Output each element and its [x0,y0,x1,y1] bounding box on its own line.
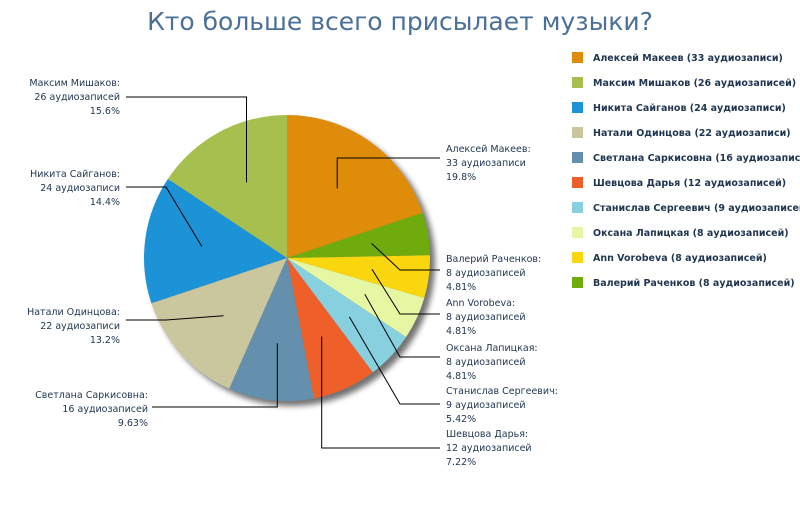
legend-label: Ann Vorobeva (8 аудиозаписей) [593,253,767,264]
leader-line-валерий-раченков [371,243,440,271]
legend-swatch [572,227,583,238]
legend-label: Алексей Макеев (33 аудиозаписи) [593,53,783,64]
chart-title: Кто больше всего присылает музыки? [147,7,653,36]
pie-slice-шевцова-дарья[interactable] [287,258,373,399]
legend-swatch [572,252,583,263]
legend-label: Шевцова Дарья (12 аудиозаписей) [593,178,786,189]
legend-item-шевцова-дарья[interactable]: Шевцова Дарья (12 аудиозаписей) [572,177,786,189]
legend-swatch [572,202,583,213]
leader-line-светлана-саркисовна [152,343,278,408]
legend-label: Валерий Раченков (8 аудиозаписей) [593,278,795,289]
pie-slice-станислав-сергеевич[interactable] [287,258,407,373]
pie-slice-алексей-макеев[interactable] [287,115,423,258]
legend-swatch [572,277,583,288]
legend-swatch [572,77,583,88]
data-label-максим-мишаков: Максим Мишаков: 26 аудиозаписей 15.6% [29,78,120,117]
leader-line-шевцова-дарья [321,336,440,449]
legend-swatch [572,102,583,113]
pie-slice-светлана-саркисовна[interactable] [229,258,314,402]
leader-line-оксана-лапицкая [364,293,440,358]
legend-item-алексей-макеев[interactable]: Алексей Макеев (33 аудиозаписи) [572,52,783,64]
legend-label: Натали Одинцова (22 аудиозаписи) [593,128,791,139]
data-label-никита-сайганов: Никита Сайганов: 24 аудиозаписи 14.4% [30,169,120,208]
legend-label: Светлана Саркисовна (16 аудиозаписей) [593,153,800,164]
legend-item-валерий-раченков[interactable]: Валерий Раченков (8 аудиозаписей) [572,277,795,289]
legend-swatch [572,152,583,163]
data-label-ann-vorobeva: Ann Vorobeva: 8 аудиозаписей 4.81% [446,298,526,337]
legend-swatch [572,52,583,63]
legend-label: Никита Сайганов (24 аудиозаписи) [593,103,786,114]
leader-line-станислав-сергеевич [348,316,440,405]
legend-label: Максим Мишаков (26 аудиозаписей) [593,78,796,89]
legend-item-никита-сайганов[interactable]: Никита Сайганов (24 аудиозаписи) [572,102,786,114]
leader-line-натали-одинцова [126,315,224,321]
pie-slice-натали-одинцова[interactable] [151,258,287,389]
legend-swatch [572,127,583,138]
legend-item-максим-мишаков[interactable]: Максим Мишаков (26 аудиозаписей) [572,77,796,89]
data-label-натали-одинцова: Натали Одинцова: 22 аудиозаписи 13.2% [27,307,120,346]
leader-line-максим-мишаков [126,96,247,183]
data-label-валерий-раченков: Валерий Раченков: 8 аудиозаписей 4.81% [446,254,541,293]
legend-item-станислав-сергеевич[interactable]: Станислав Сергеевич (9 аудиозаписей) [572,202,800,214]
pie-slice-максим-мишаков[interactable] [167,115,287,258]
data-label-шевцова-дарья: Шевцова Дарья: 12 аудиозаписей 7.22% [446,429,532,468]
leader-line-никита-сайганов [126,186,203,247]
leader-line-алексей-макеев [336,157,440,189]
legend-label: Станислав Сергеевич (9 аудиозаписей) [593,203,800,214]
legend-item-ann-vorobeva[interactable]: Ann Vorobeva (8 аудиозаписей) [572,252,767,264]
data-label-станислав-сергеевич: Станислав Сергеевич: 9 аудиозаписей 5.42% [446,386,558,425]
legend-item-светлана-саркисовна[interactable]: Светлана Саркисовна (16 аудиозаписей) [572,152,800,164]
data-label-оксана-лапицкая: Оксана Лапицкая: 8 аудиозаписей 4.81% [446,343,538,382]
legend-swatch [572,177,583,188]
pie-slice-валерий-раченков[interactable] [287,212,430,258]
leader-line-ann-vorobeva [371,269,440,315]
pie-slice-ann-vorobeva[interactable] [287,255,430,299]
data-label-светлана-саркисовна: Светлана Саркисовна: 16 аудиозаписей 9.63% [35,390,148,429]
pie-slice-оксана-лапицкая[interactable] [287,258,425,338]
legend-item-оксана-лапицкая[interactable]: Оксана Лапицкая (8 аудиозаписей) [572,227,789,239]
legend-label: Оксана Лапицкая (8 аудиозаписей) [593,228,789,239]
data-label-алексей-макеев: Алексей Макеев: 33 аудиозаписи 19.8% [446,144,531,183]
legend-item-натали-одинцова[interactable]: Натали Одинцова (22 аудиозаписи) [572,127,791,139]
